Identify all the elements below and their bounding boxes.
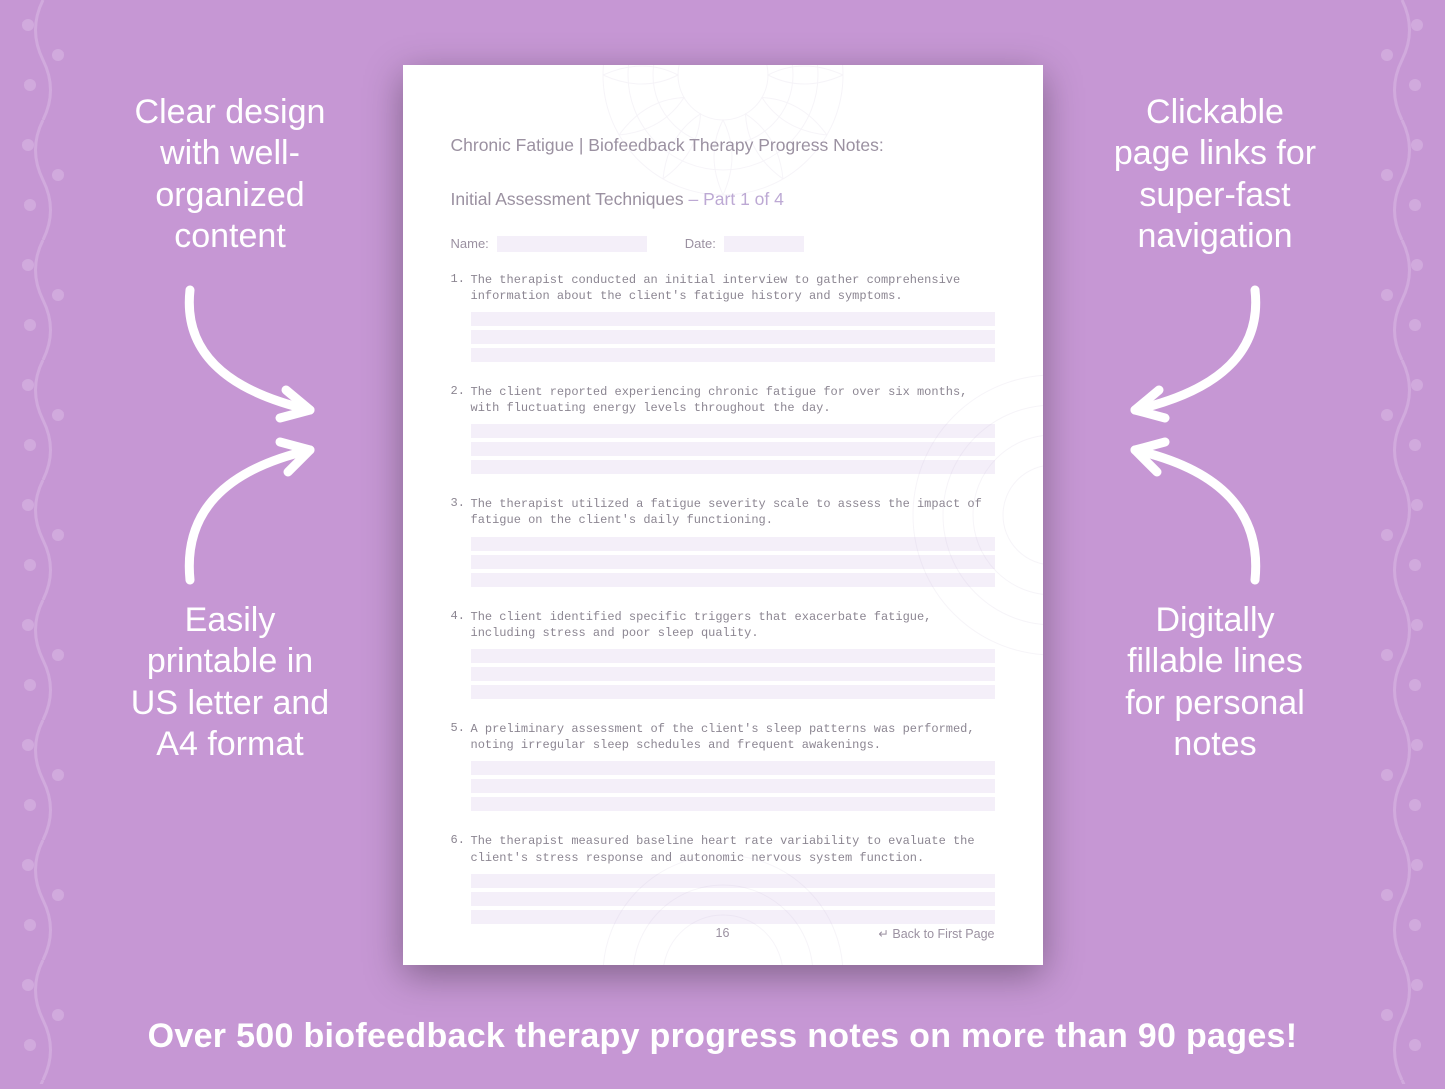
item-text: The therapist conducted an initial inter… xyxy=(471,272,995,304)
callout-top-right: Clickablepage links forsuper-fastnavigat… xyxy=(1075,92,1355,258)
fill-lines[interactable] xyxy=(471,537,995,587)
arrow-icon xyxy=(170,430,340,595)
name-field[interactable] xyxy=(497,236,647,252)
floral-strip-right xyxy=(1367,0,1437,1084)
document-page: Chronic Fatigue | Biofeedback Therapy Pr… xyxy=(403,65,1043,965)
callout-bottom-left: Easilyprintable inUS letter andA4 format xyxy=(90,600,370,766)
name-date-row: Name: Date: xyxy=(451,236,995,252)
bottom-banner: Over 500 biofeedback therapy progress no… xyxy=(0,1017,1445,1056)
list-item: 3. The therapist utilized a fatigue seve… xyxy=(451,496,995,586)
list-item: 2. The client reported experiencing chro… xyxy=(451,384,995,474)
item-number: 2. xyxy=(451,384,465,474)
item-text: The client identified specific triggers … xyxy=(471,609,995,641)
document-heading: Chronic Fatigue | Biofeedback Therapy Pr… xyxy=(451,105,995,214)
item-text: The therapist measured baseline heart ra… xyxy=(471,833,995,865)
items-list: 1. The therapist conducted an initial in… xyxy=(451,272,995,924)
floral-strip-left xyxy=(8,0,78,1084)
fill-lines[interactable] xyxy=(471,761,995,811)
arrow-icon xyxy=(170,280,340,435)
list-item: 6. The therapist measured baseline heart… xyxy=(451,833,995,923)
item-number: 3. xyxy=(451,496,465,586)
callout-bottom-right: Digitallyfillable linesfor personalnotes xyxy=(1075,600,1355,766)
item-number: 5. xyxy=(451,721,465,811)
fill-lines[interactable] xyxy=(471,424,995,474)
item-text: A preliminary assessment of the client's… xyxy=(471,721,995,753)
callout-top-left: Clear designwith well-organizedcontent xyxy=(90,92,370,258)
list-item: 4. The client identified specific trigge… xyxy=(451,609,995,699)
item-number: 6. xyxy=(451,833,465,923)
heading-line1: Chronic Fatigue | Biofeedback Therapy Pr… xyxy=(451,135,884,155)
heading-part: – Part 1 of 4 xyxy=(689,189,784,209)
date-field[interactable] xyxy=(724,236,804,252)
fill-lines[interactable] xyxy=(471,649,995,699)
name-label: Name: xyxy=(451,236,489,251)
item-number: 1. xyxy=(451,272,465,362)
item-text: The client reported experiencing chronic… xyxy=(471,384,995,416)
back-to-first-link[interactable]: ↵ Back to First Page xyxy=(878,926,994,941)
list-item: 5. A preliminary assessment of the clien… xyxy=(451,721,995,811)
date-label: Date: xyxy=(685,236,716,251)
heading-line2-prefix: Initial Assessment Techniques xyxy=(451,189,689,209)
arrow-icon xyxy=(1105,280,1275,435)
item-text: The therapist utilized a fatigue severit… xyxy=(471,496,995,528)
fill-lines[interactable] xyxy=(471,312,995,362)
page-number: 16 xyxy=(716,926,730,940)
page-footer: 16 ↵ Back to First Page xyxy=(451,926,995,941)
fill-lines[interactable] xyxy=(471,874,995,924)
arrow-icon xyxy=(1105,430,1275,595)
item-number: 4. xyxy=(451,609,465,699)
list-item: 1. The therapist conducted an initial in… xyxy=(451,272,995,362)
